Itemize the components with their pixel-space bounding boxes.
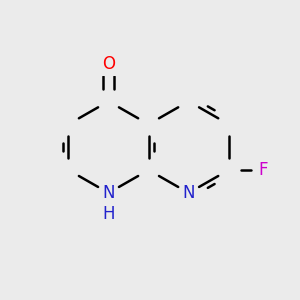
Text: O: O bbox=[102, 55, 115, 73]
Text: N: N bbox=[102, 184, 115, 202]
Text: N: N bbox=[182, 184, 195, 202]
Text: F: F bbox=[258, 161, 268, 179]
Text: H: H bbox=[102, 206, 115, 224]
Text: N: N bbox=[102, 184, 115, 202]
